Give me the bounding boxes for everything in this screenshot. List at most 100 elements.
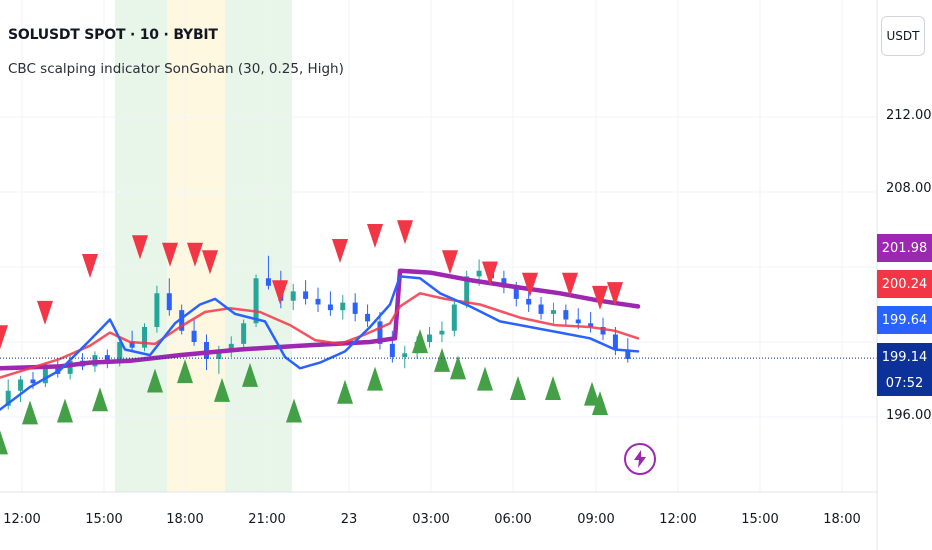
candle-body	[42, 366, 48, 384]
candle-body	[241, 323, 247, 344]
time-tick: 18:00	[823, 512, 861, 527]
sell-signal-marker	[522, 272, 538, 297]
sell-signal-marker	[562, 272, 578, 297]
candle-body	[303, 291, 309, 299]
buy-signal-marker	[450, 355, 466, 380]
session-highlight-green-2	[225, 0, 292, 492]
candle-body	[464, 276, 470, 305]
buy-signal-marker	[584, 381, 600, 406]
candle-body	[129, 342, 135, 348]
sell-signal-marker	[162, 242, 178, 267]
price-tick: 208.00	[886, 181, 932, 196]
fast-ma-line	[0, 275, 640, 411]
candle-body	[253, 278, 259, 324]
candle-body	[550, 310, 556, 314]
signal-markers	[0, 220, 623, 455]
time-tick: 12:00	[659, 512, 697, 527]
candle-body	[365, 313, 371, 322]
sell-signal-marker	[187, 242, 203, 267]
slow-ma-line	[0, 268, 641, 371]
candle-body	[563, 310, 569, 320]
time-tick: 15:00	[741, 512, 779, 527]
candle-body	[216, 351, 222, 359]
candle-body	[30, 379, 36, 384]
candle-body	[439, 330, 445, 335]
buy-signal-marker	[177, 359, 193, 384]
sell-signal-marker	[37, 300, 53, 325]
candle-body	[166, 293, 172, 311]
time-tick: 21:00	[248, 512, 286, 527]
buy-signal-marker	[22, 400, 38, 425]
candle-body	[588, 323, 594, 327]
buy-signal-marker	[0, 430, 8, 455]
candle-body	[191, 330, 197, 342]
moving-averages	[0, 268, 641, 411]
sell-signal-marker	[442, 250, 458, 275]
buy-signal-marker	[214, 377, 230, 402]
buy-signal-marker	[147, 368, 163, 393]
mid-ma-price-tag: 200.24	[877, 270, 932, 298]
buy-signal-marker	[434, 347, 450, 372]
mid-ma-line	[0, 292, 640, 379]
time-tick: 12:00	[3, 512, 41, 527]
candle-body	[451, 304, 457, 331]
sell-signal-marker	[397, 220, 413, 245]
indicator-label[interactable]: CBC scalping indicator SonGohan (30, 0.2…	[8, 61, 344, 77]
price-tick: 196.00	[886, 408, 932, 423]
buy-signal-marker	[545, 376, 561, 400]
lightning-icon[interactable]	[624, 443, 656, 475]
buy-signal-marker	[57, 398, 73, 423]
sell-signal-marker	[332, 239, 348, 263]
candle-body	[5, 390, 11, 406]
candle-body	[18, 379, 24, 391]
buy-signal-marker	[242, 362, 258, 387]
time-tick: 23	[340, 512, 358, 527]
buy-signal-marker	[92, 387, 108, 412]
sell-signal-marker	[82, 254, 98, 278]
candle-body	[575, 319, 581, 324]
sell-signal-marker	[592, 285, 608, 310]
buy-signal-marker	[286, 398, 302, 423]
last-price-tag: 199.14	[877, 343, 932, 371]
price-tick: 212.00	[886, 108, 932, 123]
candle-body	[315, 298, 321, 305]
candle-body	[377, 321, 383, 344]
candle-body	[476, 270, 482, 277]
candle-body	[142, 327, 148, 348]
time-tick: 03:00	[412, 512, 450, 527]
currency-button[interactable]: USDT	[881, 16, 925, 56]
sell-signal-marker	[132, 235, 148, 260]
candle-body	[117, 342, 123, 363]
buy-signal-marker	[477, 366, 493, 391]
time-tick: 15:00	[85, 512, 123, 527]
sell-signal-marker	[0, 325, 8, 350]
sell-signal-marker	[482, 261, 498, 286]
candle-body	[340, 302, 346, 311]
bar-countdown: 07:52	[877, 370, 932, 396]
candle-body	[327, 304, 333, 311]
candle-body	[154, 293, 160, 327]
sell-signal-marker	[367, 224, 383, 248]
candle-body	[526, 298, 532, 305]
buy-signal-marker	[337, 379, 353, 404]
candle-body	[228, 343, 234, 352]
sell-signal-marker	[272, 280, 288, 305]
candle-body	[402, 353, 408, 357]
time-tick: 06:00	[494, 512, 532, 527]
candlesticks	[5, 255, 631, 410]
candle-body	[625, 349, 631, 359]
buy-signal-marker	[592, 391, 608, 415]
candle-body	[427, 334, 433, 342]
candle-body	[513, 287, 519, 299]
candle-body	[538, 304, 544, 314]
slow-ma-price-tag: 201.98	[877, 234, 932, 262]
candle-body	[389, 343, 395, 357]
candle-body	[265, 278, 271, 286]
buy-signal-marker	[367, 366, 383, 391]
candle-body	[352, 302, 358, 314]
sell-signal-marker	[202, 250, 218, 275]
symbol-title[interactable]: SOLUSDT SPOT · 10 · BYBIT	[8, 27, 218, 43]
candle-body	[290, 291, 296, 301]
time-tick: 18:00	[166, 512, 204, 527]
